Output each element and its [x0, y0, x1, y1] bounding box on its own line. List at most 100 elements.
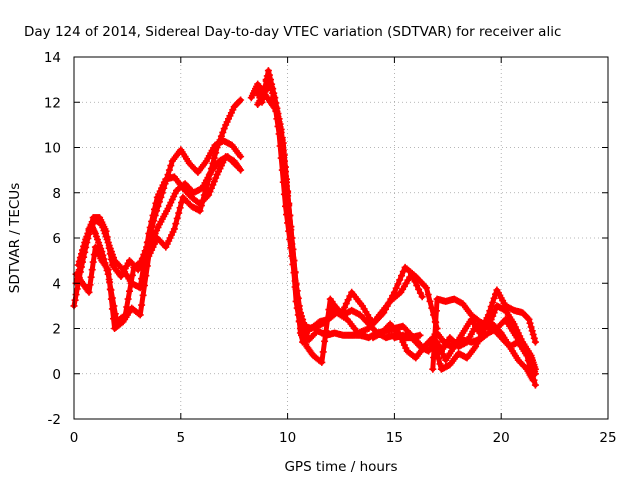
- plus-marker: [524, 357, 532, 365]
- plus-marker: [432, 307, 440, 315]
- plus-marker: [275, 130, 283, 138]
- plus-marker: [525, 315, 533, 323]
- plus-marker: [146, 223, 154, 231]
- plus-marker: [490, 294, 498, 302]
- plus-marker: [526, 362, 534, 369]
- plus-marker: [426, 297, 434, 305]
- plus-marker: [527, 323, 535, 331]
- plus-marker: [167, 162, 175, 170]
- plus-marker: [529, 331, 537, 338]
- plus-marker: [531, 338, 539, 346]
- plus-marker: [212, 149, 220, 157]
- plus-marker: [197, 202, 205, 210]
- plus-marker: [435, 355, 442, 363]
- plus-marker: [284, 219, 292, 227]
- plus-marker: [318, 358, 326, 366]
- plus-marker: [342, 300, 350, 308]
- plus-marker: [83, 234, 91, 242]
- plus-marker: [413, 282, 421, 289]
- plus-marker: [236, 97, 243, 105]
- chart-title: Day 124 of 2014, Sidereal Day-to-day VTE…: [24, 24, 561, 40]
- plus-marker: [205, 175, 213, 183]
- plus-marker: [487, 303, 495, 311]
- plus-marker: [199, 196, 207, 204]
- axis-ticks: 0 5 10 15 20 25 -2 0 2 4 6 8 10 12 14: [44, 50, 617, 446]
- plus-marker: [484, 311, 492, 319]
- x-tick-label: 5: [177, 430, 186, 446]
- x-tick-label: 15: [386, 430, 403, 446]
- plus-marker: [124, 295, 132, 303]
- plus-marker: [272, 107, 280, 115]
- plus-marker: [431, 330, 439, 338]
- plus-marker: [165, 166, 173, 174]
- plus-marker: [283, 211, 290, 219]
- plus-marker: [139, 291, 147, 299]
- plus-marker: [289, 260, 297, 268]
- plus-marker: [215, 140, 222, 148]
- plus-marker: [135, 310, 143, 318]
- series-13: [437, 320, 539, 389]
- plus-marker: [200, 191, 208, 199]
- plus-marker: [73, 285, 81, 293]
- plus-marker: [237, 166, 245, 174]
- plus-marker: [322, 327, 330, 335]
- plus-marker: [196, 207, 204, 215]
- y-axis-label: SDTVAR / TECUs: [7, 183, 23, 293]
- plus-marker: [295, 305, 303, 313]
- plus-marker: [270, 92, 278, 100]
- plus-marker: [86, 281, 94, 289]
- plus-marker: [429, 365, 437, 373]
- x-tick-label: 10: [279, 430, 296, 446]
- plus-marker: [321, 337, 329, 345]
- plus-marker: [141, 282, 148, 289]
- plus-marker: [399, 268, 407, 276]
- plus-marker: [430, 354, 438, 361]
- plus-marker: [278, 166, 286, 174]
- plus-marker: [82, 239, 90, 246]
- plus-marker: [282, 202, 289, 210]
- y-tick-label: 14: [44, 50, 61, 66]
- data-layer: [70, 67, 539, 389]
- plus-marker: [78, 257, 85, 265]
- plus-marker: [528, 327, 536, 335]
- plus-marker: [416, 289, 424, 297]
- plus-marker: [176, 204, 184, 212]
- plus-marker: [107, 295, 115, 303]
- plus-marker: [264, 67, 272, 75]
- plus-marker: [88, 266, 96, 274]
- plus-marker: [79, 252, 86, 260]
- plus-marker: [432, 319, 440, 326]
- plus-marker: [118, 264, 126, 272]
- plus-marker: [424, 291, 432, 299]
- plus-marker: [106, 285, 114, 293]
- plus-marker: [212, 174, 220, 182]
- plus-marker: [173, 214, 181, 222]
- plus-marker: [85, 288, 93, 296]
- plus-marker: [299, 315, 307, 323]
- plus-marker: [71, 296, 79, 304]
- plus-marker: [530, 334, 538, 342]
- plus-marker: [269, 85, 277, 93]
- plus-marker: [268, 83, 276, 91]
- plus-marker: [288, 252, 296, 260]
- plus-marker: [110, 315, 117, 323]
- plus-marker: [207, 184, 215, 192]
- plus-marker: [527, 366, 535, 374]
- series-4: [72, 96, 245, 332]
- plus-marker: [143, 262, 151, 270]
- plus-marker: [285, 227, 293, 235]
- plus-marker: [103, 264, 111, 272]
- plus-marker: [523, 352, 531, 360]
- plus-marker: [344, 296, 352, 304]
- plus-marker: [237, 153, 245, 161]
- plus-marker: [489, 299, 497, 306]
- plus-marker: [411, 278, 419, 286]
- plus-marker: [145, 230, 153, 237]
- plus-marker: [84, 287, 92, 295]
- y-tick-label: 10: [44, 141, 61, 157]
- plus-marker: [209, 159, 217, 167]
- plus-marker: [415, 285, 423, 293]
- plus-marker: [392, 284, 400, 292]
- plus-marker: [123, 303, 131, 311]
- plus-marker: [138, 301, 146, 309]
